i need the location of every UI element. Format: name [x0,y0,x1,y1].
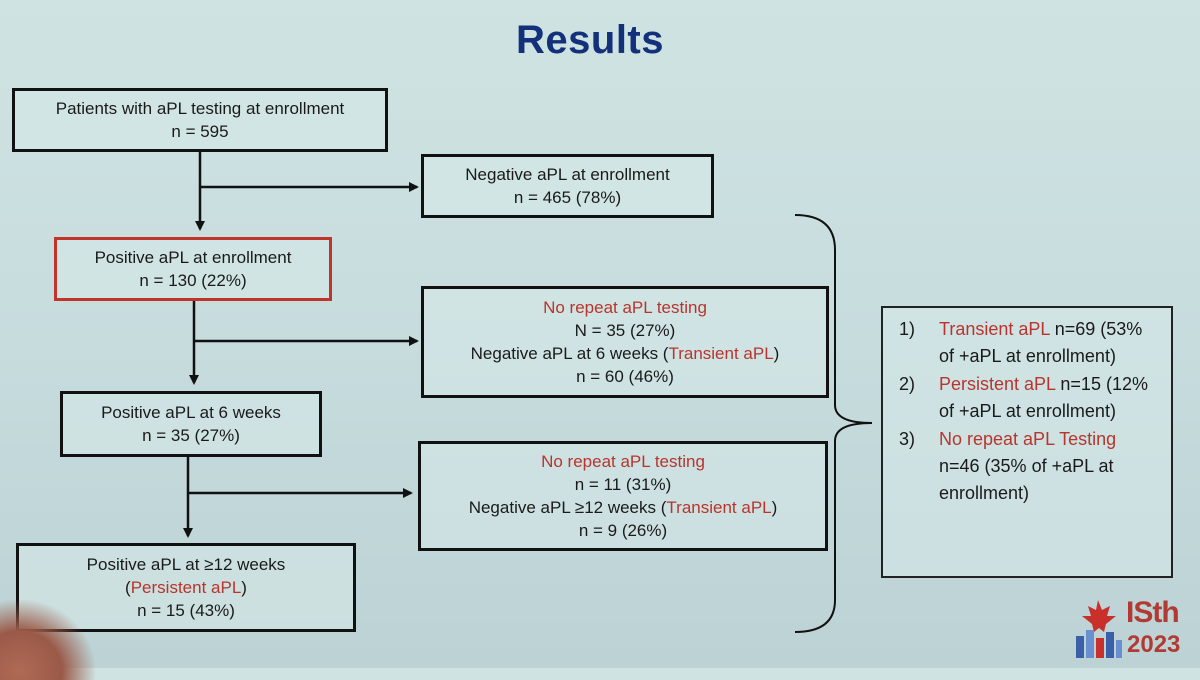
summary-item-no-repeat: 3) No repeat aPL Testing n=46 (35% of +a… [899,426,1161,507]
summary-text: Transient aPL n=69 (53% of +aPL at enrol… [939,316,1161,370]
summary-highlight: Persistent aPL [939,374,1056,394]
summary-highlight: Transient aPL [939,319,1050,339]
negative-12w-line: Negative aPL ≥12 weeks (Transient aPL) [469,496,778,519]
persistent-open: ( [125,578,131,597]
no-repeat-12w-box: No repeat aPL testing n = 11 (31%) Negat… [418,441,828,551]
negative-6w-count: n = 60 (46%) [576,367,674,386]
persistent-line: (Persistent aPL) [125,576,247,599]
positive-enrollment-box: Positive aPL at enrollment n = 130 (22%) [54,237,332,301]
foreground-hand [0,600,95,680]
positive-6w-label: Positive aPL at 6 weeks [101,403,281,422]
summary-text: Persistent aPL n=15 (12% of +aPL at enro… [939,371,1161,425]
positive-6w-box: Positive aPL at 6 weeks n = 35 (27%) [60,391,322,457]
positive-12w-count: n = 15 (43%) [137,601,235,620]
persistent-label: Persistent aPL [130,578,242,597]
summary-number: 1) [899,319,916,339]
group-bracket [794,214,873,633]
enrollment-label: Patients with aPL testing at enrollment [55,99,345,118]
positive-enrollment-count: n = 130 (22%) [139,271,247,290]
positive-6w-count: n = 35 (27%) [142,426,240,445]
summary-box: 1) Transient aPL n=69 (53% of +aPL at en… [881,306,1173,578]
negative-enrollment-box: Negative aPL at enrollment n = 465 (78%) [421,154,714,218]
negative-6w-text: Negative aPL at 6 weeks ( [470,344,669,363]
negative-enrollment-count: n = 465 (78%) [513,188,622,207]
logo-year: 2023 [1127,631,1181,658]
summary-item-persistent: 2) Persistent aPL n=15 (12% of +aPL at e… [899,371,1161,425]
no-repeat-6w-box: No repeat aPL testing N = 35 (27%) Negat… [421,286,829,398]
summary-detail: n=46 (35% of +aPL at enrollment) [939,456,1114,503]
negative-12w-close: ) [771,498,778,517]
negative-6w-close: ) [773,344,780,363]
persistent-close: ) [241,578,247,597]
isth-logo-icon [1076,600,1122,658]
negative-6w-line: Negative aPL at 6 weeks (Transient aPL) [471,342,780,365]
summary-highlight: No repeat aPL Testing [939,429,1117,449]
no-repeat-6w-count: N = 35 (27%) [574,321,676,340]
no-repeat-12w-count: n = 11 (31%) [574,475,672,494]
summary-number: 3) [899,429,916,449]
positive-12w-label: Positive aPL at ≥12 weeks [86,555,286,574]
no-repeat-12w-title: No repeat aPL testing [541,452,705,471]
negative-12w-count: n = 9 (26%) [578,521,668,540]
negative-12w-text: Negative aPL ≥12 weeks ( [468,498,667,517]
positive-enrollment-label: Positive aPL at enrollment [94,248,292,267]
transient-label: Transient aPL [668,344,774,363]
transient-label: Transient aPL [666,498,772,517]
summary-text: No repeat aPL Testing n=46 (35% of +aPL … [939,426,1161,507]
enrollment-box: Patients with aPL testing at enrollment … [12,88,388,152]
positive-12w-box: Positive aPL at ≥12 weeks (Persistent aP… [16,543,356,632]
slide-title: Results [516,18,664,62]
logo-brand: ISth [1126,596,1180,629]
negative-enrollment-label: Negative aPL at enrollment [465,165,670,184]
summary-detail: n=69 (53% of +aPL at enrollment) [939,319,1143,366]
summary-number: 2) [899,374,916,394]
summary-detail: n=15 (12% of +aPL at enrollment) [939,374,1148,421]
enrollment-count: n = 595 [171,122,229,141]
no-repeat-6w-title: No repeat aPL testing [543,298,707,317]
summary-item-transient: 1) Transient aPL n=69 (53% of +aPL at en… [899,316,1161,370]
